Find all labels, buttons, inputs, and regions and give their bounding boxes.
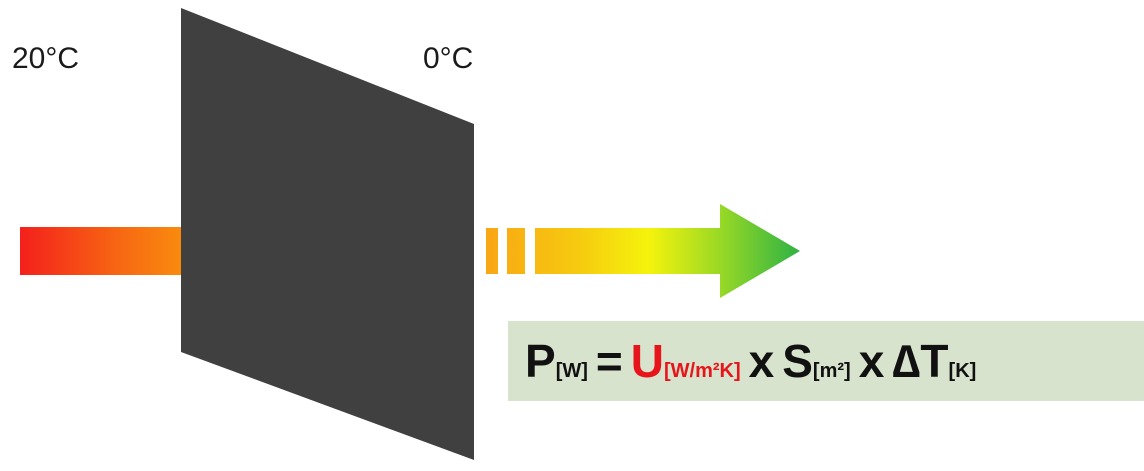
heat-loss-formula: P [W] = U [W/m²K] x S [m²] x ∆T [K] bbox=[508, 321, 1144, 401]
formula-s-unit: [m²] bbox=[812, 360, 851, 382]
inside-temperature-label: 20°C bbox=[12, 42, 80, 75]
outside-temperature-label: 0°C bbox=[423, 42, 474, 75]
formula-u-unit: [W/m²K] bbox=[664, 360, 741, 382]
heat-arrow-dash-2 bbox=[507, 228, 525, 274]
formula-equals: = bbox=[595, 335, 623, 387]
wall-panel bbox=[181, 8, 474, 460]
formula-times-2: x bbox=[858, 335, 885, 387]
formula-s-symbol: S bbox=[782, 335, 813, 387]
heat-arrow-outgoing bbox=[535, 204, 800, 298]
formula-times-1: x bbox=[748, 335, 775, 387]
heat-arrow-dash-1 bbox=[486, 228, 498, 274]
formula-power-symbol: P bbox=[525, 335, 556, 387]
formula-power-unit: [W] bbox=[555, 360, 588, 382]
formula-delta-t-unit: [K] bbox=[948, 360, 977, 382]
formula-u-symbol: U bbox=[630, 335, 664, 387]
formula-delta-t-symbol: ∆T bbox=[892, 335, 949, 387]
